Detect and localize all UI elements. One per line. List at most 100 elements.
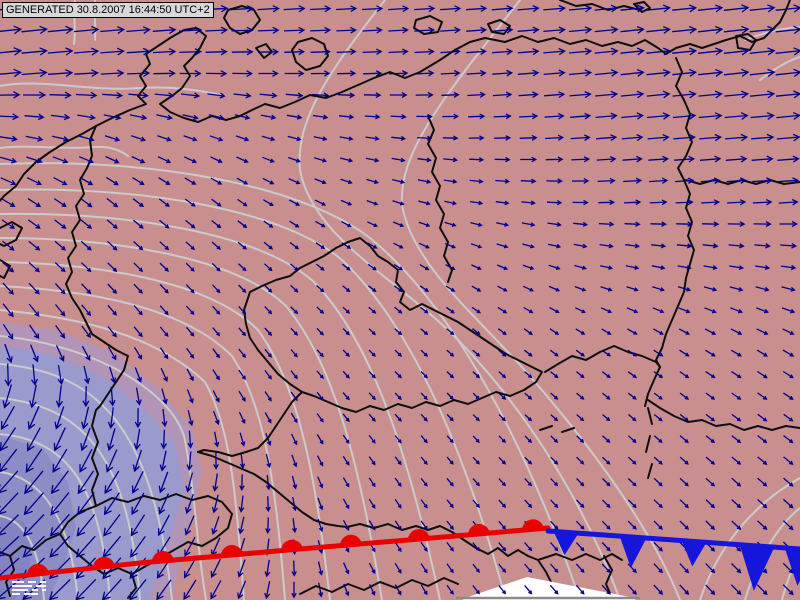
isoline [759, 56, 800, 81]
wind-arrow [161, 409, 168, 428]
wind-arrow [782, 498, 794, 509]
warm-front-symbol [340, 534, 362, 547]
wind-arrow [0, 177, 17, 186]
wind-arrow [159, 450, 167, 472]
wind-arrow [103, 492, 120, 516]
wind-arrow [394, 562, 402, 574]
wind-arrow [749, 4, 776, 13]
wind-arrow [704, 328, 717, 335]
wind-arrow [468, 113, 486, 120]
wind-arrow [466, 5, 488, 13]
wind-arrow [698, 112, 723, 120]
wind-arrow [394, 306, 403, 314]
watermark-mark [40, 581, 46, 583]
wind-arrow [783, 477, 794, 487]
wind-arrow [730, 349, 742, 357]
wind-arrow [724, 112, 749, 120]
wind-arrow [1, 240, 15, 251]
wind-arrow [238, 495, 245, 513]
wind-arrow [414, 48, 435, 56]
wind-arrow [705, 456, 716, 465]
wind-arrow [783, 456, 794, 465]
wind-arrow [184, 515, 195, 536]
wind-arrow [472, 478, 480, 487]
wind-arrow [544, 91, 566, 99]
wind-arrow [182, 114, 199, 121]
wind-arrow [0, 405, 15, 430]
wind-arrow [265, 474, 272, 491]
wind-arrow [106, 428, 116, 452]
wind-arrow [27, 198, 42, 208]
wind-arrow [156, 579, 172, 600]
wind-arrow [470, 221, 483, 227]
wind-arrow [2, 323, 14, 340]
isoline [0, 309, 245, 600]
wind-arrow [524, 392, 533, 400]
wind-arrow [77, 114, 96, 121]
wind-arrow [627, 456, 637, 465]
wind-arrow [653, 371, 664, 379]
wind-arrow [342, 349, 350, 357]
wind-arrow [21, 68, 48, 78]
wind-arrow [394, 328, 403, 336]
wind-arrow [628, 414, 637, 422]
wind-arrow [549, 349, 559, 357]
wind-arrow [646, 26, 671, 34]
wind-arrow [316, 370, 324, 380]
wind-arrow [132, 449, 143, 473]
wind-arrow [314, 178, 327, 185]
wind-arrow [446, 477, 454, 487]
wind-arrow [156, 114, 174, 121]
wind-arrow [288, 156, 301, 163]
border-line [644, 57, 695, 407]
wind-arrow [470, 200, 484, 206]
wind-arrow [755, 307, 770, 314]
wind-arrow [265, 433, 272, 446]
wind-arrow [28, 240, 41, 251]
wind-arrow [339, 157, 354, 163]
wind-arrow [81, 304, 92, 317]
wind-arrow [749, 68, 776, 77]
wind-arrow [212, 410, 220, 426]
wind-arrow [80, 427, 91, 452]
wind-arrow [25, 135, 44, 142]
wind-arrow [368, 306, 377, 314]
wind-arrow [782, 328, 795, 335]
watermark-mark [36, 585, 46, 587]
wind-arrow [545, 134, 565, 141]
wind-arrow [0, 514, 20, 536]
wind-arrow [602, 392, 611, 400]
wind-arrow [705, 477, 716, 487]
wind-arrow [181, 92, 201, 99]
wind-arrow [441, 91, 460, 98]
wind-arrow [78, 156, 95, 164]
wind-arrow [420, 392, 428, 401]
wind-arrow [546, 200, 563, 206]
wind-arrow [284, 48, 306, 56]
wind-arrow [368, 562, 376, 575]
wind-arrow [394, 477, 402, 488]
wind-arrow [547, 243, 562, 249]
wind-arrow [524, 435, 533, 444]
wind-arrow [185, 219, 196, 229]
wind-arrow [418, 221, 431, 228]
border-line [544, 345, 661, 373]
wind-arrow [575, 542, 585, 552]
wind-arrow [340, 199, 353, 206]
wind-arrow [0, 427, 17, 452]
wind-arrow [550, 371, 559, 379]
wind-arrow [209, 135, 224, 142]
border-island [413, 15, 443, 35]
wind-arrow [420, 499, 428, 509]
wind-arrow [676, 243, 693, 249]
wind-arrow [368, 584, 376, 596]
wind-arrow [498, 435, 506, 444]
warm-front-symbol [522, 519, 544, 532]
wind-arrow [159, 283, 169, 294]
wind-arrow [673, 133, 696, 142]
wind-arrow [265, 453, 272, 469]
wind-arrow [318, 582, 324, 598]
wind-arrow [522, 243, 535, 249]
wind-arrow [550, 520, 559, 530]
